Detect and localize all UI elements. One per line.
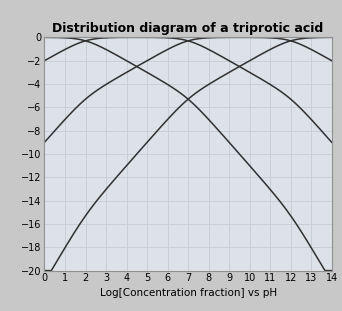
X-axis label: Log[Concentration fraction] vs pH: Log[Concentration fraction] vs pH [100, 287, 277, 298]
Title: Distribution diagram of a triprotic acid: Distribution diagram of a triprotic acid [52, 22, 324, 35]
